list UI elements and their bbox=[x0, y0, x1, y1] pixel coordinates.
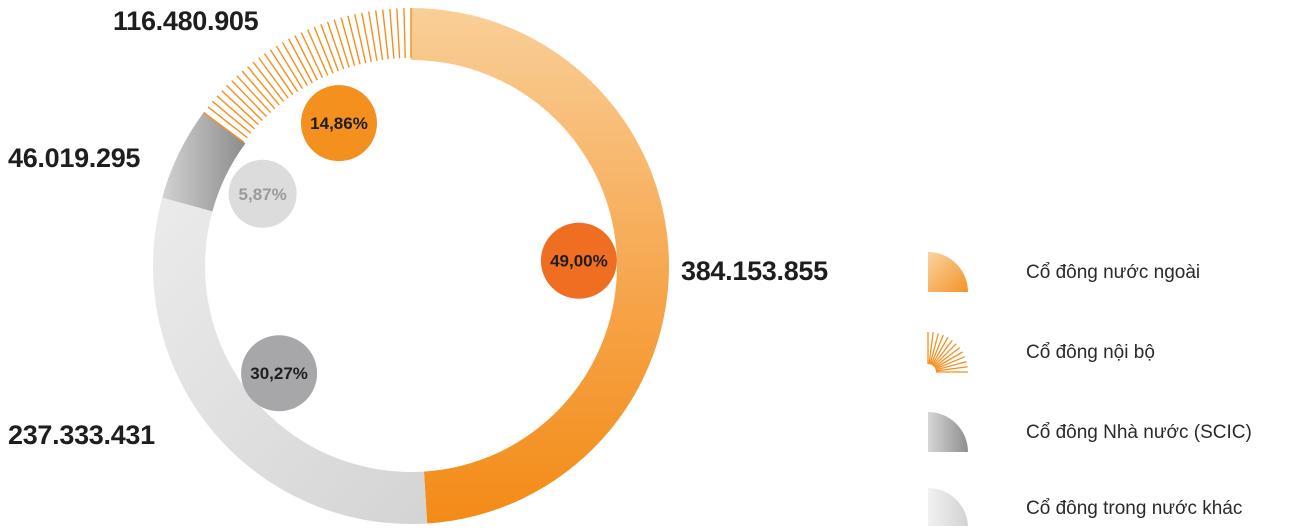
slice-insider-stripe bbox=[403, 8, 406, 59]
fan-icon-stripe bbox=[930, 334, 944, 365]
slice-insider-stripe bbox=[361, 12, 372, 62]
value-label-other: 237.333.431 bbox=[8, 420, 155, 450]
slice-insider-stripe bbox=[333, 19, 350, 68]
fan-icon-stripe bbox=[928, 332, 934, 365]
slice-insider-stripe bbox=[326, 21, 345, 70]
percent-bubble-foreign bbox=[540, 222, 617, 299]
slice-insider-stripe bbox=[269, 49, 299, 93]
slice-insider-stripe bbox=[226, 85, 263, 122]
slice-insider-stripe bbox=[236, 75, 272, 114]
percent-bubble-other bbox=[241, 335, 318, 412]
fan-icon-stripe bbox=[933, 343, 957, 367]
slice-insider-stripe bbox=[252, 61, 285, 102]
percent-bubble-scic bbox=[228, 159, 297, 228]
donut-slices bbox=[152, 8, 670, 525]
slice-insider-stripe bbox=[258, 57, 289, 99]
fan-icon-stripe bbox=[931, 337, 949, 366]
fan-icon-stripe bbox=[929, 333, 939, 365]
slice-insider-stripe bbox=[382, 9, 389, 60]
slice-insider-stripe bbox=[281, 41, 308, 87]
orange-striped-fan-icon bbox=[927, 332, 968, 373]
slice-insider-stripe bbox=[241, 70, 276, 110]
legend-item-insider: Cổ đông nội bộ bbox=[928, 332, 1308, 376]
slice-insider-stripe bbox=[207, 106, 248, 139]
slice-insider-stripe bbox=[300, 32, 324, 79]
slice-insider-stripe bbox=[231, 80, 267, 117]
slice-insider-stripe bbox=[340, 17, 356, 66]
slice-insider-stripe bbox=[320, 24, 339, 72]
slice-foreign bbox=[411, 8, 670, 524]
slice-insider bbox=[203, 8, 412, 143]
slice-insider-stripe bbox=[307, 29, 329, 76]
slice-insider-stripe bbox=[374, 10, 384, 61]
percent-bubbles: 49,00% 30,27% 5,87% 14,86% bbox=[228, 85, 617, 412]
slice-other bbox=[152, 197, 428, 525]
value-label-foreign: 384.153.855 bbox=[681, 256, 828, 286]
light-gray-quarter-icon bbox=[928, 488, 968, 526]
slice-insider-stripe bbox=[275, 45, 304, 89]
fan-icon-stripe bbox=[935, 361, 967, 371]
percent-bubble-insider bbox=[301, 85, 378, 162]
percent-bubble-foreign-label: 49,00% bbox=[550, 252, 608, 271]
slice-insider-stripe bbox=[354, 14, 367, 64]
legend-item-scic: Cổ đông Nhà nước (SCIC) bbox=[928, 412, 1308, 456]
slice-insider-stripe bbox=[313, 26, 334, 74]
legend-item-other: Cổ đông trong nước khác bbox=[928, 488, 1308, 532]
slice-insider-stripe bbox=[221, 90, 259, 126]
fan-icon-stripe bbox=[933, 347, 961, 368]
value-label-scic: 46.019.295 bbox=[8, 143, 141, 173]
slice-insider-stripe bbox=[288, 38, 313, 84]
legend-label-other: Cổ đông trong nước khác bbox=[1026, 498, 1243, 519]
legend-icons bbox=[927, 252, 968, 526]
slice-insider-stripe bbox=[347, 15, 361, 65]
legend-label-foreign: Cổ đông nước ngoài bbox=[1026, 262, 1201, 283]
gray-gradient-quarter-icon bbox=[928, 412, 968, 452]
slice-insider-stripe bbox=[294, 35, 319, 81]
legend-item-foreign: Cổ đông nước ngoài bbox=[928, 252, 1308, 296]
slice-insider-stripe bbox=[367, 11, 378, 61]
slice-insider-stripe bbox=[263, 53, 294, 96]
slice-scic bbox=[162, 112, 246, 212]
fan-icon-stripe bbox=[934, 351, 963, 369]
percent-bubble-other-label: 30,27% bbox=[250, 364, 308, 383]
slice-insider-stripe bbox=[246, 65, 280, 106]
legend-label-insider: Cổ đông nội bộ bbox=[1026, 342, 1155, 363]
orange-gradient-quarter-icon bbox=[928, 252, 968, 292]
slice-insider-stripe bbox=[216, 95, 256, 130]
percent-bubble-scic-label: 5,87% bbox=[239, 185, 287, 204]
value-label-insider: 116.480.905 bbox=[113, 6, 259, 36]
slice-insider-stripe bbox=[203, 111, 245, 143]
fan-icon-stripe bbox=[935, 356, 966, 370]
fan-icon-stripe bbox=[932, 339, 953, 367]
slice-insider-stripe bbox=[389, 8, 395, 59]
slice-insider-stripe bbox=[396, 8, 401, 59]
slice-insider-stripe bbox=[211, 100, 252, 134]
percent-bubble-insider-label: 14,86% bbox=[310, 114, 368, 133]
fan-icon-stripe bbox=[935, 366, 968, 372]
legend-label-scic: Cổ đông Nhà nước (SCIC) bbox=[1026, 422, 1252, 443]
